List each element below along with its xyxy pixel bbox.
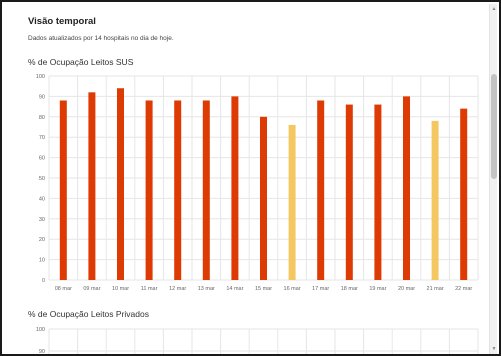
- x-tick-label: 10 mar: [112, 286, 129, 292]
- bar-19-mar[interactable]: [374, 104, 382, 280]
- panel-title: Visão temporal: [28, 16, 96, 27]
- x-tick-label: 21 mar: [427, 286, 444, 292]
- x-tick-label: 09 mar: [83, 286, 100, 292]
- x-tick-label: 19 mar: [369, 286, 386, 292]
- chart-title-private: % de Ocupação Leitos Privados: [28, 309, 149, 319]
- x-tick-label: 08 mar: [55, 286, 72, 292]
- y-tick-label: 100: [36, 327, 45, 333]
- bar-17-mar[interactable]: [317, 100, 325, 280]
- y-tick-label: 30: [39, 217, 45, 223]
- y-tick-label: 10: [39, 258, 45, 264]
- bar-13-mar[interactable]: [202, 100, 210, 280]
- y-tick-label: 100: [36, 74, 45, 80]
- x-tick-label: 13 mar: [198, 286, 215, 292]
- x-tick-label: 20 mar: [398, 286, 415, 292]
- sus-occupancy-bar-chart: 0 10 20 30 40 50 60 70 80 90 100 08 mar 09 mar 10 mar…: [36, 74, 479, 292]
- x-tick-label: 11 mar: [141, 286, 158, 292]
- y-tick-label: 60: [39, 156, 45, 162]
- x-tick-label: 15 mar: [255, 286, 272, 292]
- bar-15-mar[interactable]: [260, 116, 267, 280]
- bar-11-mar[interactable]: [145, 100, 153, 280]
- y-tick-label: 50: [39, 176, 45, 182]
- bar-08-mar[interactable]: [59, 100, 67, 280]
- x-tick-label: 14 mar: [226, 286, 243, 292]
- vertical-scrollbar[interactable]: ▲ ▼: [489, 4, 497, 354]
- x-tick-label: 16 mar: [284, 286, 301, 292]
- bar-16-mar[interactable]: [288, 124, 296, 281]
- bar-10-mar[interactable]: [117, 88, 124, 281]
- bar-22-mar[interactable]: [460, 108, 468, 280]
- y-tick-label: 80: [39, 115, 45, 121]
- bar-09-mar[interactable]: [88, 92, 96, 280]
- y-tick-label: 90: [39, 94, 45, 100]
- y-tick-label: 90: [39, 349, 45, 355]
- y-tick-label: 40: [39, 196, 45, 202]
- bar-12-mar[interactable]: [174, 100, 182, 280]
- bar-14-mar[interactable]: [231, 96, 239, 281]
- x-tick-label: 22 mar: [455, 286, 472, 292]
- bar-20-mar[interactable]: [403, 96, 410, 281]
- bar-21-mar[interactable]: [431, 120, 439, 280]
- scroll-down-arrow-icon[interactable]: ▼: [491, 346, 497, 352]
- scroll-thumb[interactable]: [491, 74, 497, 179]
- x-tick-label: 12 mar: [169, 286, 186, 292]
- panel-subtitle: Dados atualizados por 14 hospitais no di…: [28, 35, 174, 42]
- scroll-up-arrow-icon[interactable]: ▲: [491, 6, 497, 12]
- private-occupancy-bar-chart: 90 100: [36, 327, 479, 355]
- bar-18-mar[interactable]: [345, 104, 353, 280]
- x-tick-label: 18 mar: [341, 286, 358, 292]
- y-tick-label: 70: [39, 135, 45, 141]
- chart-title-sus: % de Ocupação Leitos SUS: [28, 57, 134, 67]
- y-tick-label: 20: [39, 237, 45, 243]
- y-tick-label: 0: [42, 278, 45, 284]
- x-tick-label: 17 mar: [312, 286, 329, 292]
